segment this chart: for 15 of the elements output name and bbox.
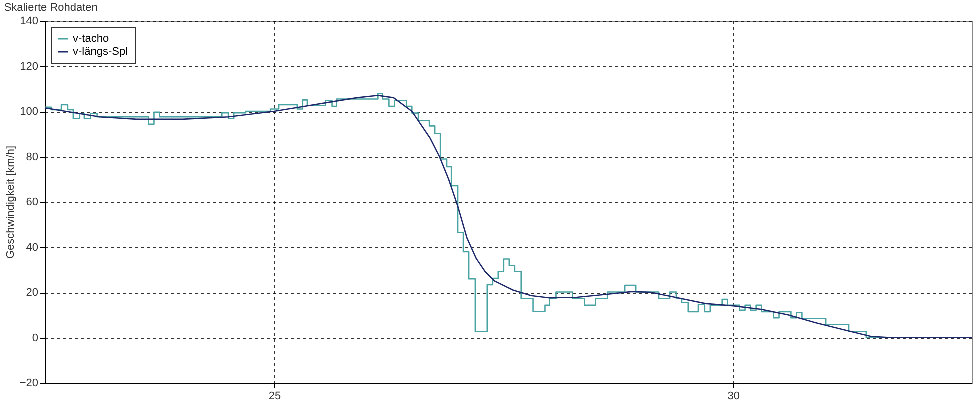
x-tick-label: 25: [268, 390, 282, 402]
y-tick-label: 140: [20, 16, 38, 28]
legend-label: v-längs-Spl: [73, 46, 128, 58]
y-tick-label: 100: [20, 106, 38, 118]
x-tick-label: 30: [728, 390, 740, 402]
y-axis-title: Geschwindigkeit [km/h]: [4, 146, 17, 260]
y-tick-label: 0: [32, 332, 38, 344]
y-tick-label: 60: [26, 196, 38, 208]
y-tick-label: 40: [26, 242, 38, 254]
legend-label: v-tacho: [73, 33, 110, 45]
y-tick-label: 20: [26, 287, 38, 299]
y-tick-label: 80: [26, 151, 38, 164]
chart-title: Skalierte Rohdaten: [4, 2, 98, 14]
y-tick-label: 120: [20, 60, 38, 73]
y-tick-label: −20: [20, 378, 38, 390]
